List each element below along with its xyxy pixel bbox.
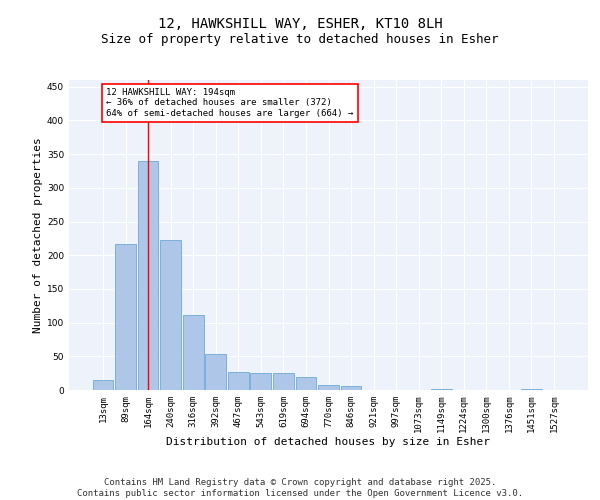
Text: Contains HM Land Registry data © Crown copyright and database right 2025.
Contai: Contains HM Land Registry data © Crown c… — [77, 478, 523, 498]
Bar — [296, 377, 316, 390]
Bar — [521, 388, 542, 390]
X-axis label: Distribution of detached houses by size in Esher: Distribution of detached houses by size … — [167, 436, 491, 446]
Bar — [228, 372, 248, 390]
Bar — [205, 354, 226, 390]
Bar — [92, 380, 113, 390]
Text: 12, HAWKSHILL WAY, ESHER, KT10 8LH: 12, HAWKSHILL WAY, ESHER, KT10 8LH — [158, 18, 442, 32]
Bar — [137, 161, 158, 390]
Bar — [160, 240, 181, 390]
Bar — [318, 384, 339, 390]
Bar — [273, 373, 294, 390]
Bar — [115, 244, 136, 390]
Bar — [183, 314, 203, 390]
Bar — [250, 373, 271, 390]
Text: 12 HAWKSHILL WAY: 194sqm
← 36% of detached houses are smaller (372)
64% of semi-: 12 HAWKSHILL WAY: 194sqm ← 36% of detach… — [106, 88, 353, 118]
Bar — [341, 386, 361, 390]
Y-axis label: Number of detached properties: Number of detached properties — [33, 137, 43, 333]
Text: Size of property relative to detached houses in Esher: Size of property relative to detached ho… — [101, 32, 499, 46]
Bar — [431, 388, 452, 390]
